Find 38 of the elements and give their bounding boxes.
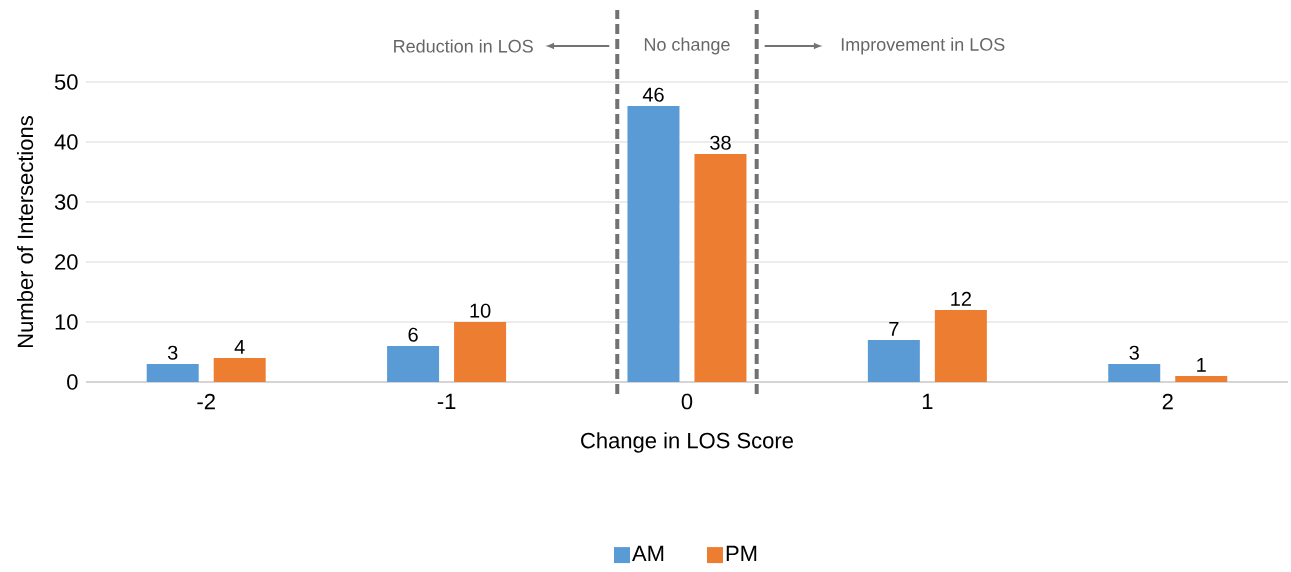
y-tick-label: 0: [67, 374, 78, 390]
x-axis-title: Change in LOS Score: [581, 432, 793, 453]
y-tick-label: 30: [54, 194, 78, 210]
bar: [934, 309, 987, 382]
y-tick-label: 50: [54, 74, 78, 90]
bar: [627, 106, 680, 382]
x-tick-label: -1: [437, 393, 456, 409]
x-tick-label: 0: [681, 393, 693, 410]
data-label: 10: [470, 303, 491, 318]
data-label: 6: [408, 327, 418, 342]
bar: [694, 153, 747, 382]
data-label: 38: [710, 135, 731, 150]
bar: [387, 345, 440, 382]
y-tick-label: 20: [55, 254, 78, 270]
y-axis-title: Number of Intersections: [16, 116, 34, 347]
y-tick-label: 10: [55, 314, 78, 330]
bar: [213, 357, 266, 382]
text: Reduction in LOS: [394, 39, 533, 53]
text: Improvement in LOS: [841, 37, 1005, 55]
text: No change: [644, 37, 730, 55]
x-tick-label: -2: [197, 393, 215, 410]
x-tick-label: 1: [922, 393, 933, 409]
bar: [454, 321, 507, 382]
data-label: 1: [1197, 358, 1206, 372]
data-label: 46: [642, 87, 664, 102]
data-label: 3: [167, 345, 178, 360]
data-label: 4: [234, 340, 245, 354]
y-tick-label: 40: [54, 134, 78, 150]
bar: [1175, 375, 1228, 382]
data-label: 12: [951, 291, 971, 306]
data-label: 7: [889, 322, 899, 336]
legend-label: AM: [632, 545, 664, 561]
legend-label: PM: [726, 545, 757, 561]
bar: [1108, 363, 1161, 382]
data-label: 3: [1129, 345, 1139, 360]
x-tick-label: 2: [1162, 393, 1173, 410]
bar: [867, 339, 920, 382]
bar: [146, 363, 199, 382]
